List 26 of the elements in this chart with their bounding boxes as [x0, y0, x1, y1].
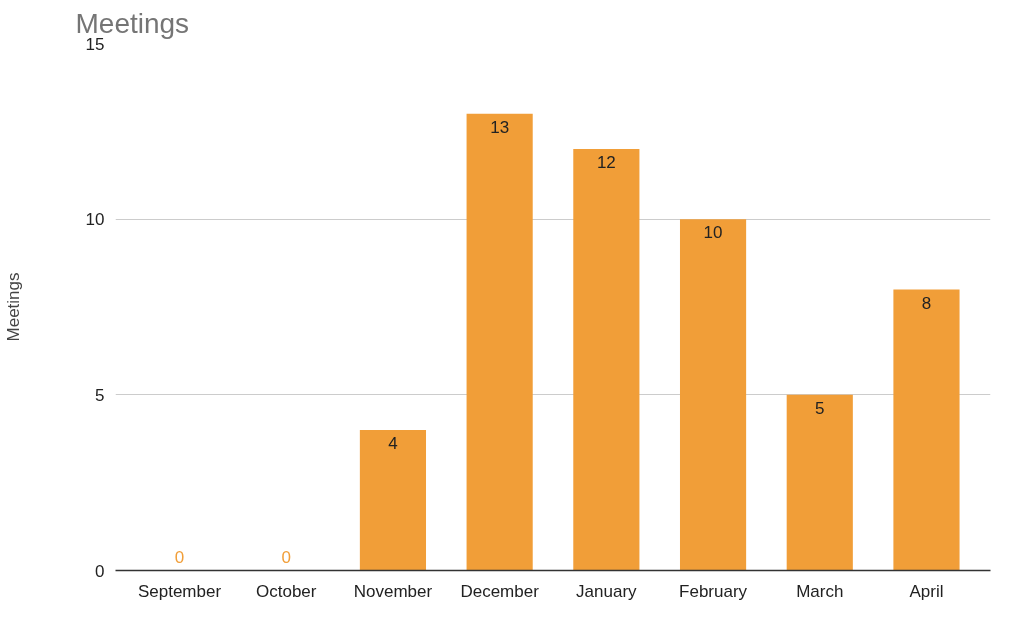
bar	[359, 429, 427, 571]
x-tick-label: November	[353, 581, 433, 601]
x-tick-label: October	[256, 581, 317, 601]
data-label: 0	[174, 548, 185, 568]
x-tick-label: April	[909, 581, 944, 601]
data-label: 13	[490, 117, 510, 137]
bar	[679, 219, 747, 571]
data-label: 5	[815, 399, 825, 419]
x-tick-label: February	[679, 581, 748, 601]
x-tick-label: December	[460, 581, 540, 601]
x-tick-label: January	[576, 581, 638, 601]
data-label: 8	[921, 293, 932, 313]
bar	[466, 113, 533, 571]
bar	[893, 289, 960, 571]
data-label: 0	[281, 548, 291, 568]
x-tick-label: September	[137, 581, 222, 601]
y-tick-label: 5	[95, 385, 105, 405]
y-tick-label: 10	[85, 210, 105, 230]
data-label: 4	[388, 434, 398, 454]
data-label: 12	[596, 153, 616, 173]
data-label: 10	[703, 223, 723, 243]
bar	[786, 394, 853, 571]
y-axis-title: Meetings	[3, 272, 23, 342]
x-tick-label: March	[796, 581, 844, 601]
bar	[573, 148, 640, 571]
y-tick-label: 0	[95, 561, 105, 581]
